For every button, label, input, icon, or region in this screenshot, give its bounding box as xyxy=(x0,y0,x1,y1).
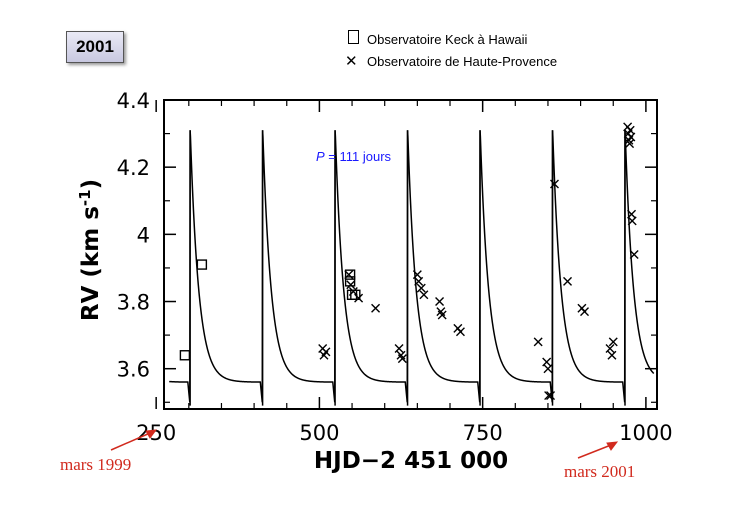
y-tick-label: 4.4 xyxy=(117,89,150,113)
x-axis-title: HJD−2 451 000 xyxy=(314,448,508,474)
year-badge: 2001 xyxy=(66,31,124,63)
ohp-point xyxy=(394,344,404,354)
ohp-point xyxy=(629,250,639,259)
ohp-point xyxy=(542,357,552,367)
ohp-point xyxy=(416,283,426,293)
ohp-point xyxy=(346,280,356,290)
note-mars-1999: mars 1999 xyxy=(60,455,132,474)
ohp-point xyxy=(371,303,381,313)
fit-curve-layer xyxy=(169,130,655,406)
x-tick-label: 250 xyxy=(136,421,176,445)
ohp-point xyxy=(543,364,553,374)
ohp-point xyxy=(626,132,636,142)
ohp-point xyxy=(344,270,354,280)
legend: Observatoire Keck à Hawaii ✕ Observatoir… xyxy=(345,28,557,72)
ohp-point xyxy=(608,337,618,347)
y-tick-label: 3.8 xyxy=(117,291,150,315)
ohp-point xyxy=(348,286,358,296)
ohp-point xyxy=(607,350,617,360)
x-tick-label: 1000 xyxy=(619,421,672,445)
data-points-layer xyxy=(179,122,639,401)
ohp-point xyxy=(580,307,590,317)
ohp-point xyxy=(627,216,637,226)
keck-point xyxy=(196,259,208,270)
note-mars-2001: mars 2001 xyxy=(564,462,636,481)
ohp-point xyxy=(455,327,465,337)
fit-curve xyxy=(169,130,655,403)
ohp-point xyxy=(549,179,559,189)
ohp-point xyxy=(605,344,615,354)
x-marker-icon: ✕ xyxy=(345,53,358,70)
square-marker-icon xyxy=(345,30,367,48)
ohp-point xyxy=(414,276,424,286)
ohp-point xyxy=(412,270,422,280)
y-tick-label: 4 xyxy=(137,223,150,247)
ohp-point xyxy=(354,293,364,303)
x-tick-label: 500 xyxy=(299,421,339,445)
x-tick-label: 750 xyxy=(463,421,503,445)
ohp-point xyxy=(321,347,331,357)
ohp-point xyxy=(625,139,635,149)
y-axis-title: RV (km s-1) xyxy=(76,179,104,321)
keck-point xyxy=(344,269,356,280)
legend-item-keck: Observatoire Keck à Hawaii xyxy=(345,28,557,50)
legend-label-keck: Observatoire Keck à Hawaii xyxy=(367,31,528,47)
keck-point xyxy=(179,350,191,361)
ohp-point xyxy=(419,290,429,300)
plot-frame xyxy=(163,99,658,410)
ohp-point xyxy=(437,310,447,320)
arrow-right xyxy=(577,441,619,459)
ohp-point xyxy=(533,337,543,347)
period-annotation: P = 111 jours xyxy=(316,149,392,164)
ohp-point xyxy=(435,297,445,307)
ohp-point xyxy=(544,391,554,401)
ohp-point xyxy=(397,354,407,364)
ohp-point xyxy=(563,276,573,286)
ohp-point xyxy=(546,391,556,401)
y-tick-label: 4.2 xyxy=(117,156,150,180)
ticks-layer: 250 500 750 1000 3.6 3.8 4 4.2 4.4 xyxy=(117,89,673,445)
arrow-left xyxy=(110,429,158,451)
y-tick-label: 3.6 xyxy=(117,358,150,382)
legend-label-ohp: Observatoire de Haute-Provence xyxy=(367,53,558,69)
legend-item-ohp: ✕ Observatoire de Haute-Provence xyxy=(345,50,557,72)
